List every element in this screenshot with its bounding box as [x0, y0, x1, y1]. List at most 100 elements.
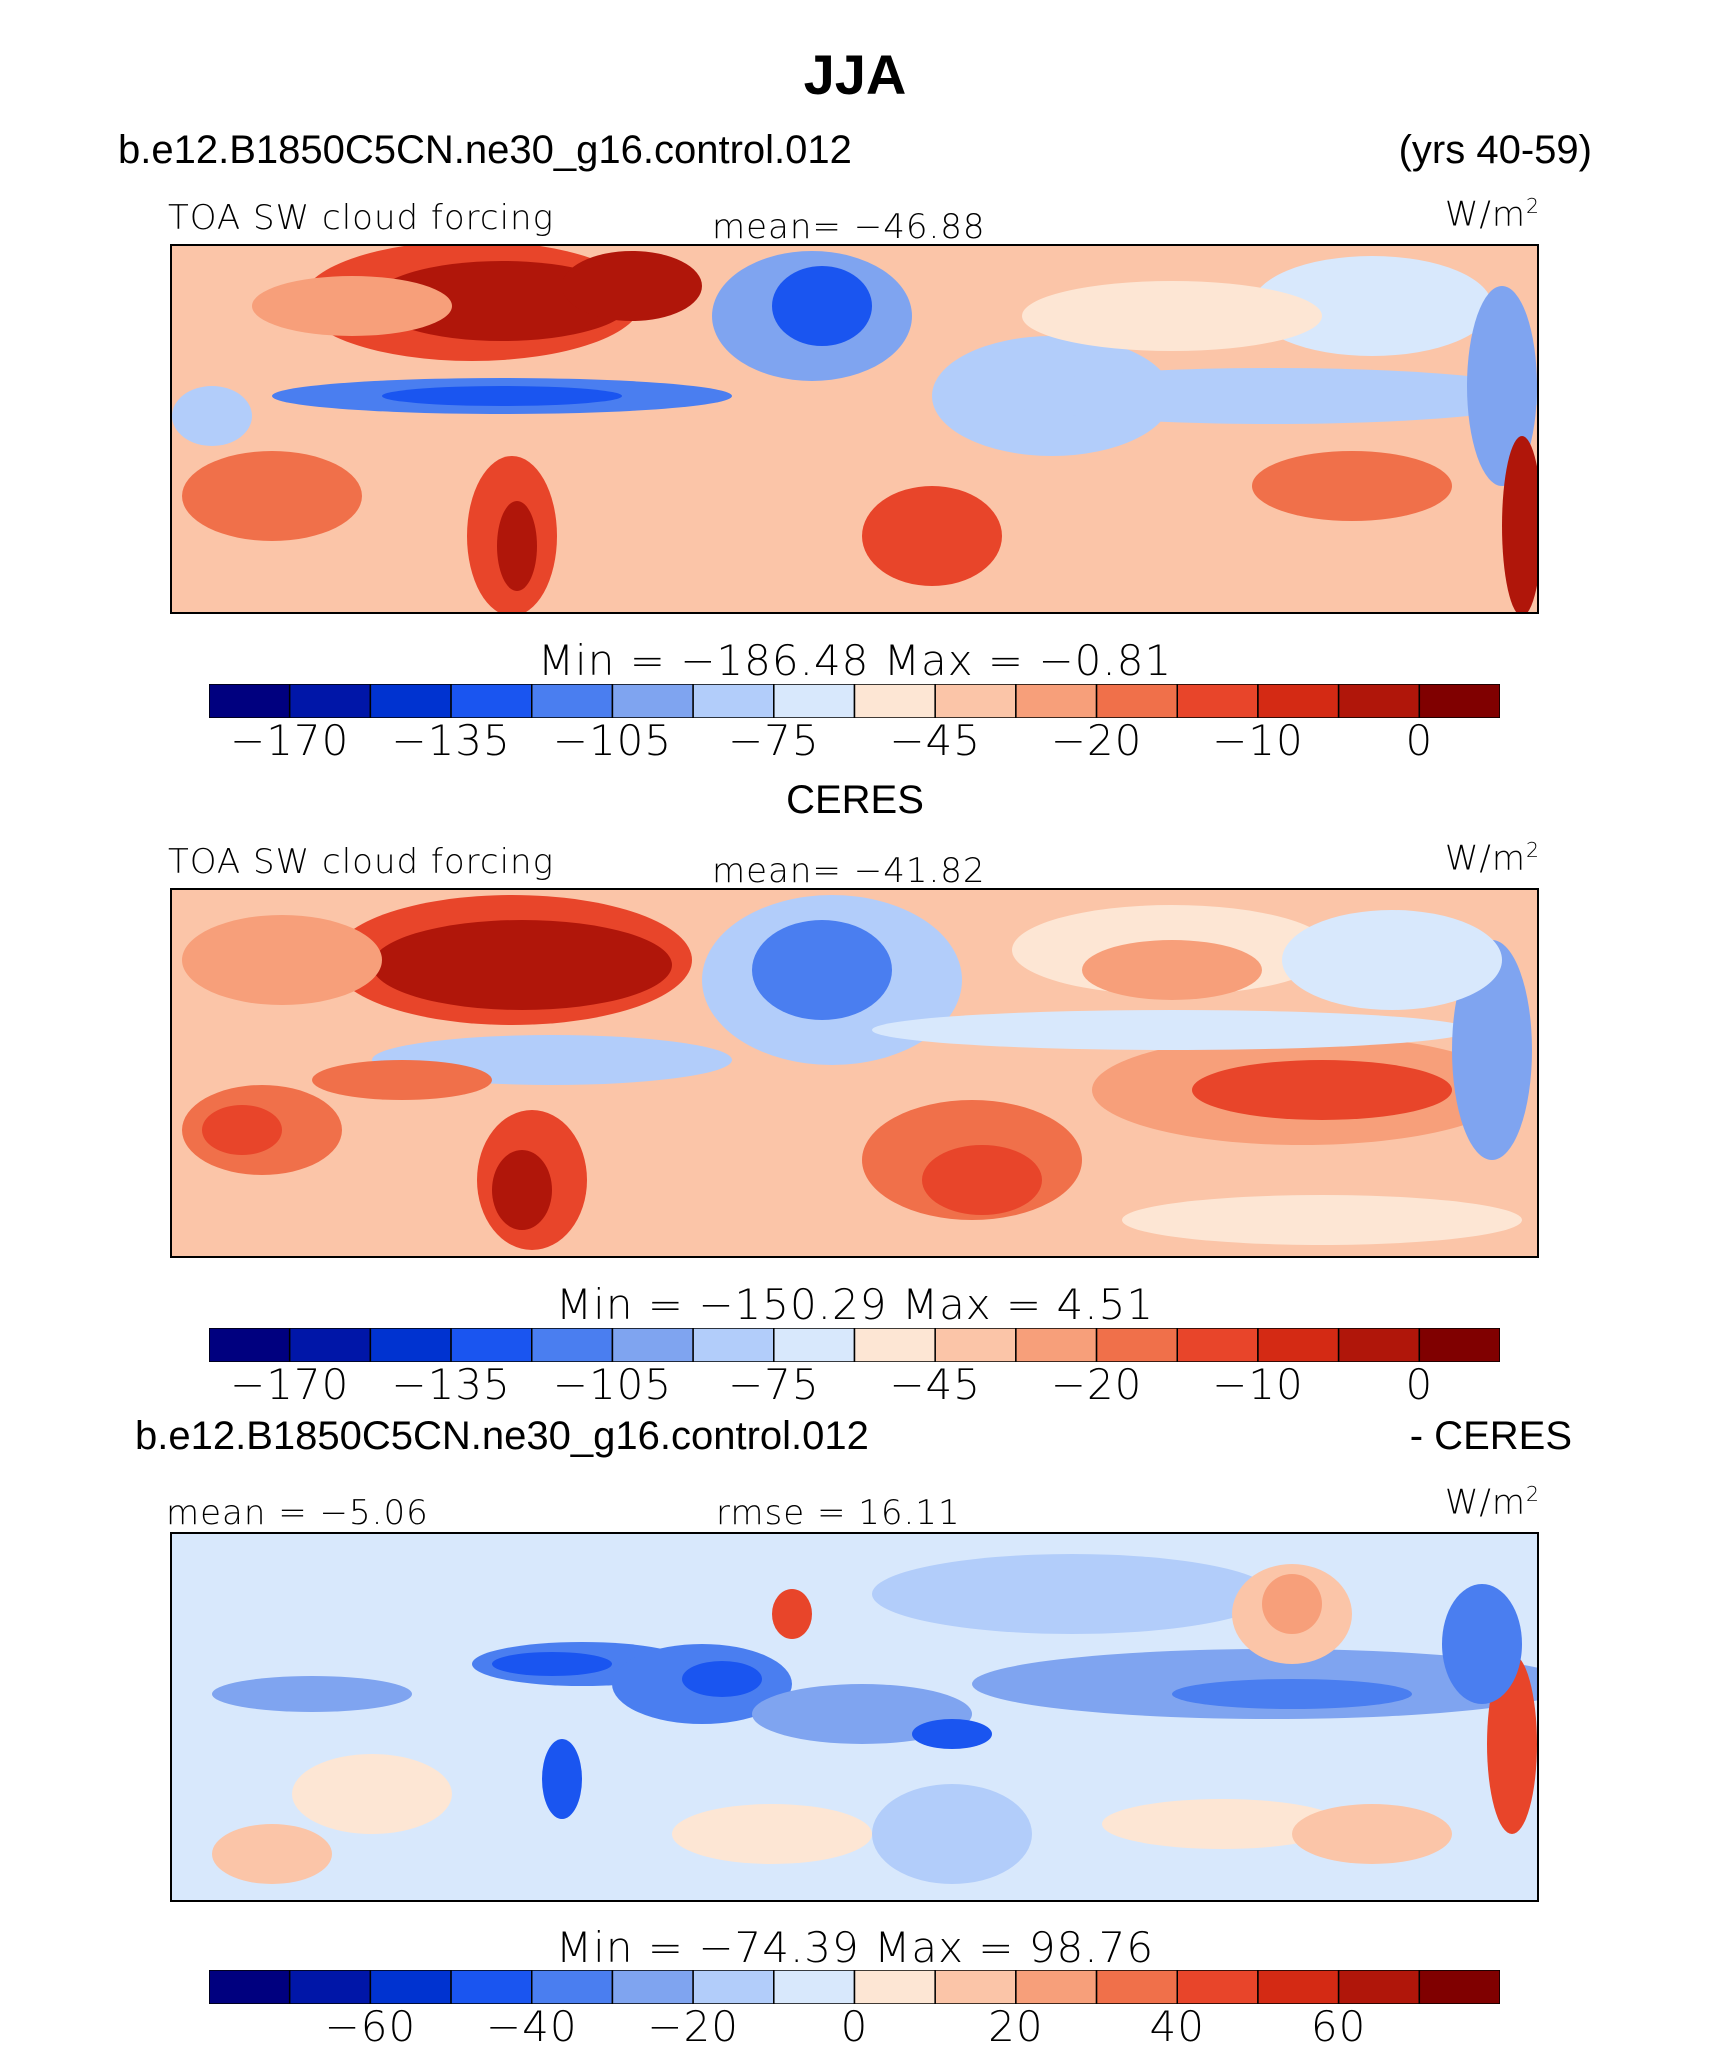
colorbar-swatch — [934, 684, 1017, 718]
panel1-colorbar-ticks: −170 −135 −105 −75 −45 −20 −10 0 — [209, 716, 1500, 766]
colorbar-tick-label: −20 — [647, 2002, 739, 2051]
panel2-map — [170, 888, 1539, 1258]
colorbar-swatch — [1337, 684, 1421, 718]
colorbar-tick-label: −170 — [230, 1360, 350, 1409]
colorbar-tick-label: −10 — [1212, 1360, 1304, 1409]
colorbar-tick-label: −75 — [727, 1360, 820, 1409]
colorbar-tick-label: −105 — [552, 716, 673, 765]
panel3-minmax: Min = −74.39 Max = 98.76 — [555, 1923, 1155, 1972]
colorbar-swatch — [1257, 684, 1340, 718]
panel2-units: W/m2 — [1444, 838, 1540, 879]
colorbar-swatch — [1418, 1328, 1500, 1362]
colorbar-swatch — [1015, 1970, 1098, 2004]
colorbar-swatch — [773, 1328, 856, 1362]
colorbar-swatch — [209, 1970, 291, 2004]
colorbar-swatch — [853, 1970, 936, 2004]
colorbar-swatch — [288, 1328, 372, 1362]
colorbar-swatch — [531, 1328, 614, 1362]
colorbar-swatch — [934, 1328, 1017, 1362]
colorbar-swatch — [369, 684, 452, 718]
colorbar-tick-label: −45 — [889, 1360, 982, 1409]
panel3-units: W/m2 — [1444, 1482, 1540, 1523]
colorbar-swatch — [934, 1970, 1017, 2004]
diff-suffix-label: - CERES — [1409, 1414, 1572, 1458]
figure-title: JJA — [803, 43, 907, 106]
colorbar-tick-label: −20 — [1050, 1360, 1143, 1409]
colorbar-swatch — [611, 1970, 694, 2004]
diff-case-label: b.e12.B1850C5CN.ne30_g16.control.012 — [135, 1414, 869, 1458]
colorbar-swatch — [611, 1328, 694, 1362]
panel3-map — [170, 1532, 1539, 1902]
panel2-colorbar-ticks: −170 −135 −105 −75 −45 −20 −10 0 — [209, 1360, 1500, 1410]
colorbar-swatch — [1418, 1970, 1500, 2004]
case-name-label: b.e12.B1850C5CN.ne30_g16.control.012 — [118, 128, 852, 172]
colorbar-tick-label: −40 — [485, 2002, 578, 2051]
colorbar-swatch — [369, 1328, 452, 1362]
colorbar-swatch — [209, 1328, 291, 1362]
colorbar-tick-label: −135 — [391, 716, 511, 765]
panel1-minmax: Min = −186.48 Max = −0.81 — [537, 636, 1173, 685]
panel2-minmax: Min = −150.29 Max = 4.51 — [555, 1280, 1155, 1329]
colorbar-swatch — [611, 684, 694, 718]
colorbar-swatch — [450, 684, 533, 718]
colorbar-swatch — [1176, 1328, 1259, 1362]
panel3-colorbar — [209, 1970, 1500, 2004]
obs-name-label: CERES — [786, 778, 924, 822]
colorbar-swatch — [1257, 1970, 1340, 2004]
colorbar-swatch — [1015, 1328, 1098, 1362]
colorbar-swatch — [288, 1970, 372, 2004]
colorbar-swatch — [450, 1328, 533, 1362]
years-label: (yrs 40-59) — [1398, 128, 1592, 172]
colorbar-swatch — [1015, 684, 1098, 718]
panel1-mean: mean= −46.88 — [712, 207, 986, 247]
colorbar-swatch — [692, 1970, 775, 2004]
colorbar-swatch — [1337, 1328, 1421, 1362]
colorbar-tick-label: 0 — [1405, 716, 1434, 765]
panel3-colorbar-ticks: −60 −40 −20 0 20 40 60 — [209, 2002, 1500, 2052]
colorbar-swatch — [450, 1970, 533, 2004]
colorbar-tick-label: −75 — [727, 716, 820, 765]
colorbar-tick-label: 20 — [988, 2002, 1044, 2051]
panel2-colorbar — [209, 1328, 1500, 1362]
panel2-field — [172, 890, 1537, 1256]
panel1-field — [172, 246, 1537, 612]
colorbar-swatch — [288, 684, 372, 718]
panel3-rmse: rmse = 16.11 — [716, 1493, 961, 1533]
panel1-colorbar — [209, 684, 1500, 718]
colorbar-swatch — [369, 1970, 452, 2004]
colorbar-swatch — [531, 684, 614, 718]
colorbar-tick-label: −20 — [1050, 716, 1143, 765]
colorbar-swatch — [1176, 684, 1259, 718]
colorbar-swatch — [1095, 1970, 1178, 2004]
colorbar-tick-label: −10 — [1212, 716, 1304, 765]
colorbar-svg — [209, 684, 1500, 718]
colorbar-tick-label: −105 — [552, 1360, 673, 1409]
colorbar-tick-label: −60 — [324, 2002, 417, 2051]
colorbar-swatch — [1257, 1328, 1340, 1362]
colorbar-tick-label: 0 — [1405, 1360, 1434, 1409]
colorbar-swatch — [773, 1970, 856, 2004]
colorbar-swatch — [1095, 684, 1178, 718]
colorbar-tick-label: 0 — [840, 2002, 869, 2051]
panel1-units: W/m2 — [1444, 194, 1540, 235]
colorbar-tick-label: 60 — [1310, 2002, 1367, 2051]
panel2-variable: TOA SW cloud forcing — [168, 842, 554, 882]
colorbar-swatch — [853, 684, 936, 718]
colorbar-swatch — [1418, 684, 1500, 718]
colorbar-svg — [209, 1970, 1500, 2004]
colorbar-swatch — [1095, 1328, 1178, 1362]
panel3-mean: mean = −5.06 — [166, 1493, 429, 1533]
panel3-field — [172, 1534, 1537, 1900]
colorbar-swatch — [692, 1328, 775, 1362]
panel2-mean: mean= −41.82 — [712, 851, 986, 891]
colorbar-swatch — [1337, 1970, 1421, 2004]
panel1-variable: TOA SW cloud forcing — [168, 198, 554, 238]
colorbar-swatch — [692, 684, 775, 718]
colorbar-swatch — [853, 1328, 936, 1362]
colorbar-tick-label: −135 — [391, 1360, 511, 1409]
colorbar-tick-label: −170 — [230, 716, 350, 765]
colorbar-swatch — [209, 684, 291, 718]
colorbar-swatch — [1176, 1970, 1259, 2004]
colorbar-tick-label: −45 — [889, 716, 982, 765]
colorbar-tick-label: 40 — [1149, 2002, 1205, 2051]
